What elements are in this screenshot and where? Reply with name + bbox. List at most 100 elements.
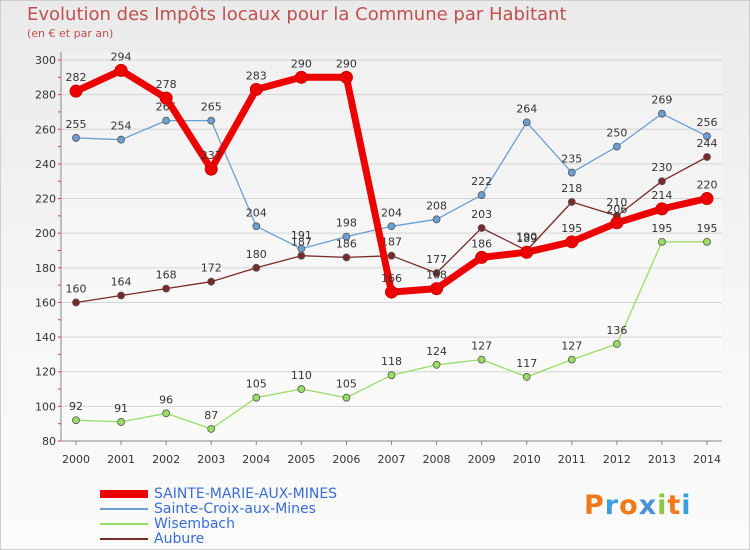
legend-item: Wisembach [100,515,337,532]
data-label: 187 [381,236,402,249]
data-point [342,253,351,262]
data-point [430,282,444,296]
data-label: 264 [516,102,537,115]
data-point [72,298,80,307]
x-tick-label: 2005 [287,453,315,466]
data-point [297,385,306,393]
data-label: 168 [426,269,447,282]
data-point [69,84,83,98]
data-label: 204 [246,206,267,219]
data-point [339,70,353,84]
data-point [252,393,261,402]
data-point [567,355,576,364]
data-point [117,418,125,426]
legend-label: Aubure [154,530,205,547]
data-label: 87 [204,409,218,422]
data-label: 92 [69,400,83,413]
x-tick-label: 2000 [62,453,90,466]
y-tick-label: 160 [35,296,56,309]
y-tick-label: 180 [35,262,56,275]
data-label: 222 [471,175,492,188]
data-label: 195 [651,222,672,235]
data-label: 164 [111,276,132,289]
data-label: 186 [471,237,492,250]
x-tick-label: 2002 [152,453,180,466]
y-tick-label: 220 [35,193,56,206]
x-tick-label: 2014 [693,453,721,466]
data-label: 278 [156,78,177,91]
data-point [204,162,218,176]
data-point [520,245,534,259]
legend-swatch [100,537,148,540]
legend-item: Aubure [100,530,337,547]
y-tick-label: 300 [35,54,56,67]
y-tick-label: 200 [35,227,56,240]
data-point [72,416,80,425]
data-point [658,109,666,118]
data-point [297,251,306,260]
x-tick-label: 2001 [107,453,135,466]
data-point [385,285,398,299]
data-point [477,191,486,199]
legend-swatch [100,522,148,525]
data-label: 244 [697,137,718,150]
data-label: 91 [114,402,128,415]
data-point [655,202,669,216]
data-label: 118 [381,355,402,368]
data-label: 191 [291,229,312,242]
data-point [658,237,666,246]
data-point [700,192,714,206]
y-tick-label: 100 [35,400,56,413]
data-label: 136 [606,324,627,337]
x-tick-label: 2011 [558,453,586,466]
data-label: 206 [606,203,627,216]
data-label: 189 [516,232,537,245]
data-point [207,277,216,286]
data-point [477,355,486,364]
data-point [162,409,171,418]
y-tick-label: 80 [42,435,56,448]
legend-swatch [100,489,148,498]
data-label: 237 [201,149,222,162]
data-label: 294 [111,50,132,63]
data-point [342,232,351,241]
data-point [207,116,216,125]
chart-subtitle: (en € et par an) [27,27,114,40]
data-label: 203 [471,208,492,221]
x-tick-label: 2004 [242,453,270,466]
data-label: 195 [697,222,718,235]
legend-label: Wisembach [154,515,236,532]
data-label: 127 [471,340,492,353]
data-point [387,371,396,380]
x-tick-label: 2006 [332,453,360,466]
data-label: 177 [426,253,447,266]
data-point [252,263,261,272]
data-label: 290 [336,57,357,70]
data-label: 105 [336,378,357,391]
data-point [342,393,351,402]
data-label: 255 [66,118,87,131]
data-point [207,424,216,433]
legend-label: Sainte-Croix-aux-Mines [154,500,316,517]
data-point [612,142,621,151]
data-label: 195 [561,222,582,235]
data-label: 180 [246,248,267,261]
data-point [658,177,666,186]
data-label: 110 [291,369,312,382]
chart-legend: SAINTE-MARIE-AUX-MINES Sainte-Croix-aux-M… [100,486,337,547]
data-label: 210 [606,196,627,209]
data-point [249,82,263,96]
y-tick-label: 140 [35,331,56,344]
data-label: 218 [561,182,582,195]
data-point [522,118,531,127]
data-label: 190 [516,231,537,244]
data-point [703,132,711,141]
data-label: 198 [336,217,357,230]
chart-title: Evolution des Impôts locaux pour la Comm… [27,4,567,25]
data-label: 282 [66,71,87,84]
data-point [703,237,711,246]
data-label: 208 [426,199,447,212]
x-tick-label: 2008 [423,453,451,466]
